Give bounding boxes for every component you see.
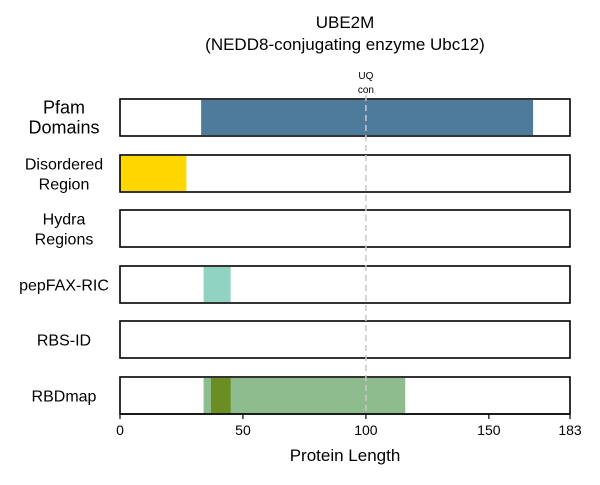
track-label: Regions [35, 232, 94, 249]
x-tick-label: 100 [354, 422, 378, 438]
track-label: RBDmap [32, 389, 97, 406]
track-row: Hydra Regions [35, 209, 571, 249]
x-tick-label: 150 [477, 422, 501, 438]
track-label: RBS-ID [37, 333, 91, 350]
track-label: Disordered [25, 157, 103, 174]
track-segment [203, 267, 231, 302]
track-row: RBDmap [32, 376, 571, 415]
track-frame [119, 98, 571, 137]
track-label: Pfam [43, 98, 85, 118]
track-row: pepFAX-RIC [19, 265, 571, 304]
track-label: Domains [28, 118, 99, 138]
reference-line-label: con [358, 85, 374, 96]
track-segment [201, 100, 534, 135]
x-tick-label: 183 [558, 422, 582, 438]
x-tick-label: 50 [235, 422, 251, 438]
track-label: Region [39, 177, 90, 194]
track-row: Disordered Region [25, 154, 571, 194]
chart-title: UBE2M [316, 13, 375, 32]
track-frame [119, 209, 571, 248]
track-segment [210, 378, 231, 413]
reference-line-label: UQ [358, 71, 373, 82]
track-row: RBS-ID [37, 320, 571, 359]
track-frame [119, 320, 571, 359]
track-label: Hydra [43, 212, 86, 229]
track-segment [203, 378, 406, 413]
x-axis: 0 50 100 150 183 [116, 413, 582, 438]
track-segment [120, 156, 187, 191]
x-axis-label: Protein Length [290, 446, 401, 465]
track-frame [119, 265, 571, 304]
chart-subtitle: (NEDD8-conjugating enzyme Ubc12) [205, 35, 485, 54]
track-label: pepFAX-RIC [19, 278, 109, 295]
track-frame [119, 154, 571, 193]
x-tick-label: 0 [116, 422, 124, 438]
